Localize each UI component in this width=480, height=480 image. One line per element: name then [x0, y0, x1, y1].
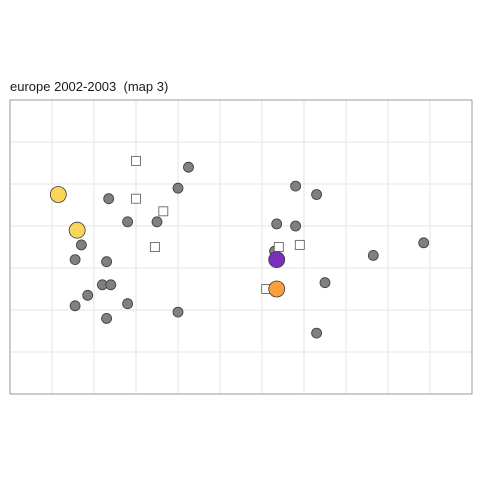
data-point-highlight	[49, 186, 67, 203]
data-point	[103, 193, 115, 205]
data-point	[101, 312, 112, 324]
data-point	[76, 239, 87, 251]
data-point	[69, 254, 81, 266]
data-point	[172, 182, 184, 194]
data-point-highlight	[268, 280, 286, 298]
data-point-highlight	[68, 221, 86, 239]
data-point-square	[149, 242, 160, 252]
chart-title: europe 2002-2003 (map 3)	[10, 79, 169, 94]
data-point	[151, 216, 163, 228]
data-points	[49, 155, 430, 339]
data-point	[183, 161, 194, 173]
data-point	[271, 218, 283, 230]
data-point-highlight	[268, 251, 286, 269]
data-point	[105, 279, 117, 291]
data-point	[172, 306, 184, 318]
data-point	[290, 220, 302, 232]
data-point	[122, 298, 133, 310]
data-point-square	[131, 193, 141, 204]
data-point-square	[158, 206, 169, 217]
data-point	[101, 256, 112, 268]
data-point	[311, 327, 323, 339]
data-point-square	[273, 242, 284, 252]
data-point	[367, 249, 379, 261]
data-point	[69, 300, 81, 312]
data-point-square	[131, 155, 141, 166]
data-point	[82, 289, 94, 301]
data-point	[319, 277, 331, 289]
data-point-square	[294, 239, 305, 250]
data-point	[311, 189, 323, 200]
plot-frame	[9, 99, 473, 395]
data-point	[290, 180, 302, 192]
data-point	[418, 237, 430, 249]
data-point	[122, 216, 133, 228]
